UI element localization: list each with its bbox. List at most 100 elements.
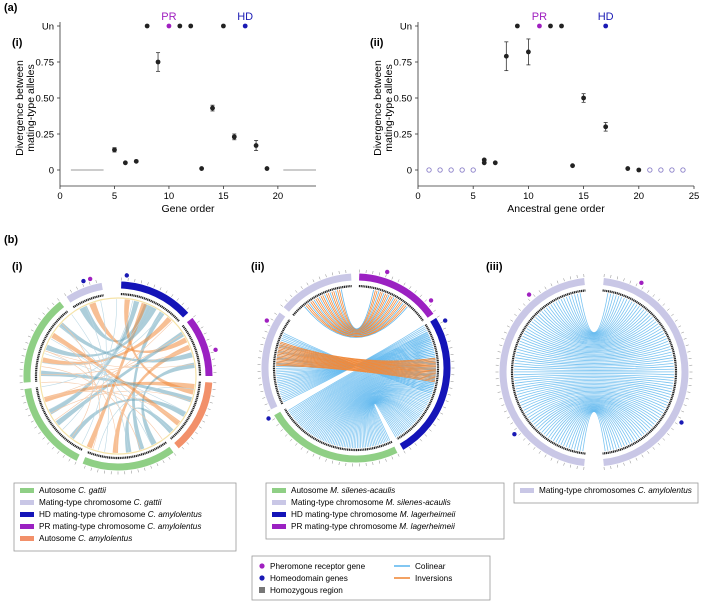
synteny-ribbon [112, 344, 191, 453]
inversion-link [278, 346, 436, 365]
x-tick-label: 25 [689, 191, 700, 202]
circos-tick [681, 331, 685, 334]
hd-gene-label: HD [598, 11, 614, 23]
circos-tick [443, 327, 447, 330]
colinear-link [525, 330, 663, 352]
synteny-chord [59, 325, 153, 446]
colinear-link [302, 353, 435, 428]
circos-tick [97, 469, 99, 473]
circos-tick [331, 460, 334, 464]
colinear-link [568, 295, 620, 335]
data-point [603, 124, 609, 130]
homozygous-track [272, 319, 291, 405]
y-axis-label: Divergence betweenmating-type alleles [372, 60, 395, 156]
colinear-link [298, 348, 434, 425]
circos-tick [338, 462, 340, 466]
circos-tick [70, 289, 72, 293]
circos-tick [657, 442, 661, 446]
inversion-link [278, 348, 437, 366]
colinear-link [373, 403, 398, 442]
inversion-link [278, 349, 437, 368]
circos-tick [510, 422, 514, 425]
x-axis-label: Gene order [161, 203, 215, 215]
chromosome-segment [23, 301, 65, 383]
colinear-link [518, 343, 670, 359]
colinear-link [526, 393, 662, 416]
colinear-link [555, 301, 633, 338]
pheromone-marker-icon [259, 563, 265, 569]
colinear-link [576, 411, 612, 451]
circos-tick [378, 272, 381, 276]
circos-tick [510, 319, 514, 322]
circos-tick [385, 274, 387, 278]
circos-tick [289, 438, 293, 442]
legend-swatch-icon [272, 488, 286, 493]
circos-tick [544, 286, 547, 290]
circos-tick [506, 416, 510, 419]
colinear-link [519, 386, 669, 403]
y-tick-label: 0 [407, 166, 412, 177]
colinear-link [563, 408, 625, 447]
colinear-link [517, 346, 671, 360]
colinear-link [541, 311, 647, 343]
circos-tick [514, 313, 517, 317]
circos-tick [447, 340, 451, 342]
circos-tick [556, 280, 559, 284]
colinear-link [372, 402, 405, 445]
synteny-ribbon [59, 322, 193, 363]
legend-swatch-icon [520, 488, 534, 493]
chromosome-segment [66, 282, 103, 303]
colinear-link [582, 411, 606, 452]
y-axis-label-line: Divergence between [372, 60, 384, 156]
colinear-link [315, 371, 436, 438]
legend-colinear: Colinear [415, 562, 446, 571]
circos-tick [683, 338, 687, 340]
colinear-link [533, 397, 655, 425]
synteny-ribbon [41, 370, 192, 403]
circos-tick [372, 462, 374, 466]
circos-tick [409, 286, 412, 289]
circos-tick [42, 312, 46, 315]
legend-bottom: Pheromone receptor gene Homeodomain gene… [251, 555, 491, 601]
colinear-link [543, 402, 645, 435]
y-tick-label: 0.50 [36, 94, 55, 105]
circos-tick [274, 312, 277, 315]
legend-item-label: Mating-type chromosome C. gattii [39, 498, 162, 507]
circos-tick [440, 412, 444, 415]
chart-panel-label: (i) [12, 37, 23, 49]
synteny-ribbon [51, 332, 181, 426]
circos-tick [671, 427, 674, 431]
circos-tick [195, 431, 198, 435]
circos-tick [200, 326, 204, 329]
legend-swatch-icon [20, 512, 34, 517]
colinear-link [528, 394, 660, 419]
inversion-link [315, 298, 398, 334]
legend-item-species: M. lagerheimeii [400, 510, 456, 519]
colinear-link [528, 325, 660, 350]
legend-swatch-icon [20, 536, 34, 541]
inversion-link [304, 306, 408, 338]
circos-tick [662, 438, 666, 441]
un-point [177, 23, 183, 29]
inversion-link [276, 355, 436, 373]
circos-tick [197, 320, 200, 323]
colinear-link [337, 387, 432, 446]
synteny-chord [51, 336, 101, 449]
y-tick-label: 0 [49, 166, 54, 177]
circos-tick [428, 304, 432, 307]
circos-tick [181, 446, 185, 450]
colinear-link [515, 354, 673, 364]
pr-gene-marker [87, 276, 93, 282]
circos-ii-label: (ii) [251, 261, 265, 273]
circos-tick [533, 447, 536, 450]
circos-tick [569, 276, 572, 280]
pr-gene-label: PR [161, 11, 176, 23]
circos-tick [506, 325, 510, 328]
synteny-chord [50, 338, 172, 432]
circos-tick [51, 446, 55, 450]
circos-tick [260, 390, 264, 393]
synteny-chord [61, 323, 93, 438]
synteny-chord [41, 381, 163, 440]
circos-tick [550, 283, 553, 287]
